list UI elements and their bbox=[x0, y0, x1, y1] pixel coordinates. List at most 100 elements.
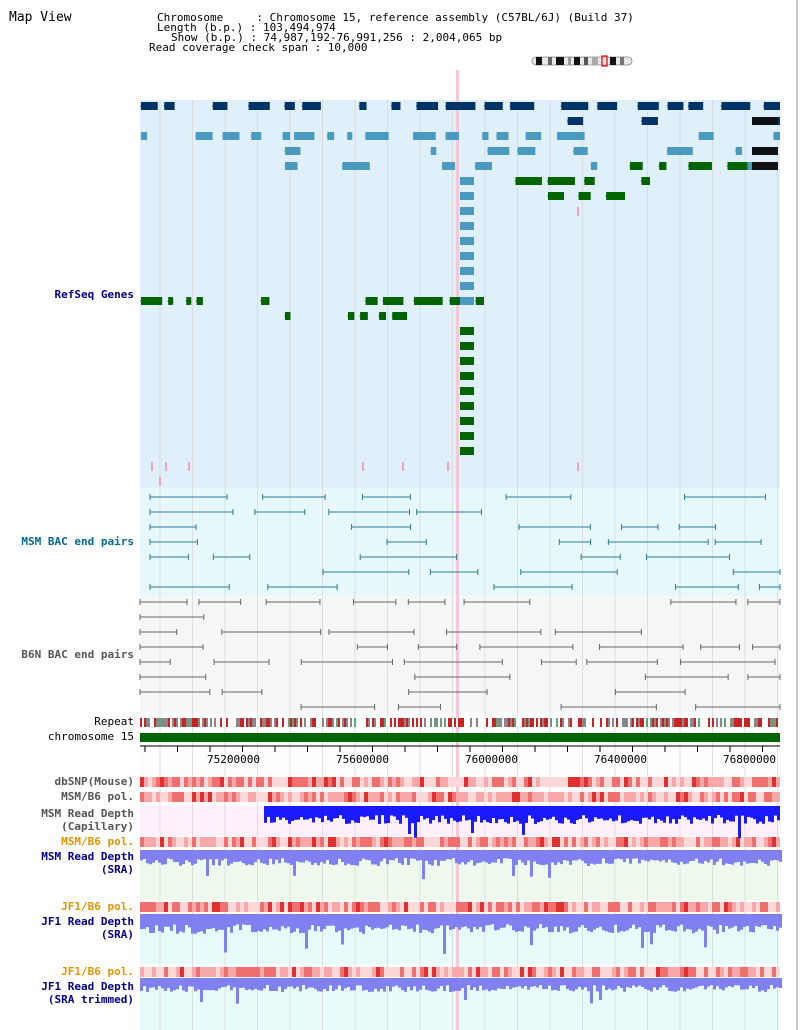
jf1-pol1-heat-cell bbox=[148, 902, 152, 912]
track-label-jf1-b6-pol-1[interactable]: JF1/B6 pol. bbox=[61, 900, 134, 913]
depth-bar bbox=[677, 850, 680, 865]
msm-pol1-heat-cell bbox=[220, 792, 224, 802]
track-label-b6n-bac[interactable]: B6N BAC end pairs bbox=[21, 648, 134, 661]
msm-pol1-heat-cell bbox=[516, 792, 520, 802]
dbsnp-heat-cell bbox=[460, 777, 464, 787]
show-range-line: Show (b.p.) : 74,987,192-76,991,256 : 2,… bbox=[171, 31, 503, 44]
repeat-block bbox=[260, 718, 262, 727]
jf1-pol2-heat-cell bbox=[252, 967, 256, 977]
depth-bar bbox=[503, 914, 506, 928]
depth-bar bbox=[170, 914, 173, 931]
depth-bar bbox=[588, 806, 591, 823]
depth-bar bbox=[227, 850, 230, 866]
depth-bar bbox=[341, 914, 344, 945]
jf1-pol2-heat-cell bbox=[260, 967, 264, 977]
depth-bar bbox=[554, 914, 557, 927]
track-label-jf1-depth-trimmed[interactable]: JF1 Read Depth bbox=[41, 980, 134, 993]
repeat-block bbox=[724, 718, 726, 727]
track-label-dbsnp[interactable]: dbSNP(Mouse) bbox=[54, 775, 134, 788]
depth-bar bbox=[359, 914, 362, 932]
track-label-msm-bac[interactable]: MSM BAC end pairs bbox=[21, 535, 134, 548]
msm-pol1-heat-cell bbox=[760, 792, 764, 802]
track-label-chromosome[interactable]: chromosome 15 bbox=[47, 730, 134, 743]
track-label-jf1-depth-sra[interactable]: JF1 Read Depth bbox=[41, 915, 134, 928]
jf1-pol1-heat-cell bbox=[184, 902, 188, 912]
track-label-refseq-genes[interactable]: RefSeq Genes bbox=[54, 288, 134, 301]
track-label-msm-depth-sra[interactable]: MSM Read Depth bbox=[41, 850, 134, 863]
msm-pol1-heat-cell bbox=[668, 792, 672, 802]
msm-pol2-heat-cell bbox=[164, 837, 168, 847]
depth-bar bbox=[338, 978, 341, 986]
depth-bar bbox=[581, 914, 584, 925]
jf1-pol2-heat-cell bbox=[668, 967, 672, 977]
gene-block bbox=[487, 147, 510, 155]
dbsnp-heat-cell bbox=[288, 777, 292, 787]
depth-bar bbox=[555, 806, 558, 821]
repeat-block bbox=[774, 718, 776, 727]
jf1-pol1-heat-cell bbox=[328, 902, 332, 912]
repeat-block bbox=[328, 718, 330, 727]
jf1-pol1-heat-cell bbox=[596, 902, 600, 912]
depth-bar bbox=[516, 806, 519, 821]
dbsnp-heat-cell bbox=[200, 777, 204, 787]
jf1-pol2-heat-cell bbox=[608, 967, 612, 977]
msm-pol1-heat-cell bbox=[208, 792, 212, 802]
depth-bar bbox=[470, 978, 473, 990]
repeat-block bbox=[310, 718, 312, 727]
refseq-track-bg bbox=[140, 100, 780, 488]
repeat-block bbox=[200, 718, 202, 727]
repeat-block bbox=[598, 718, 600, 727]
msm-pol1-heat-cell bbox=[336, 792, 340, 802]
gene-arrow bbox=[444, 132, 451, 140]
jf1-pol1-heat-cell bbox=[572, 902, 576, 912]
repeat-block bbox=[186, 718, 188, 727]
track-label-msm-b6-pol-1[interactable]: MSM/B6 pol. bbox=[61, 790, 134, 803]
depth-bar bbox=[363, 806, 366, 818]
jf1-pol2-heat-cell bbox=[660, 967, 664, 977]
msm-pol1-heat-cell bbox=[308, 792, 312, 802]
track-label-repeat[interactable]: Repeat bbox=[94, 715, 134, 728]
repeat-block bbox=[460, 718, 462, 727]
depth-bar bbox=[167, 850, 170, 859]
depth-bar bbox=[257, 850, 260, 860]
msm-pol2-heat-cell bbox=[332, 837, 336, 847]
repeat-block bbox=[156, 718, 158, 727]
dbsnp-heat-cell bbox=[472, 777, 476, 787]
track-label-msm-depth-capillary[interactable]: MSM Read Depth bbox=[41, 807, 134, 820]
depth-bar bbox=[621, 806, 624, 824]
repeat-block bbox=[444, 718, 446, 727]
jf1-pol1-heat-cell bbox=[704, 902, 708, 912]
track-label-msm-depth-capillary-sub: (Capillary) bbox=[61, 820, 134, 833]
msm-pol2-heat-cell bbox=[588, 837, 592, 847]
msm-pol2-heat-cell bbox=[376, 837, 380, 847]
depth-bar bbox=[654, 806, 657, 824]
msm-pol1-heat-cell bbox=[472, 792, 476, 802]
depth-bar bbox=[647, 978, 650, 991]
depth-bar bbox=[467, 850, 470, 863]
depth-bar bbox=[599, 978, 602, 1000]
repeat-block bbox=[604, 718, 606, 727]
depth-bar bbox=[317, 914, 320, 927]
depth-bar bbox=[248, 850, 251, 865]
jf1-pol1-heat-cell bbox=[736, 902, 740, 912]
chromosome-ideogram[interactable] bbox=[530, 52, 634, 67]
depth-bar bbox=[518, 914, 521, 932]
jf1-pol2-heat-cell bbox=[416, 967, 420, 977]
dbsnp-heat-cell bbox=[488, 777, 492, 787]
track-label-msm-b6-pol-2[interactable]: MSM/B6 pol. bbox=[61, 835, 134, 848]
dbsnp-heat-cell bbox=[756, 777, 760, 787]
jf1-pol2-heat-cell bbox=[352, 967, 356, 977]
msm-pol2-heat-cell bbox=[528, 837, 532, 847]
depth-bar bbox=[140, 914, 143, 930]
depth-bar bbox=[452, 914, 455, 929]
msm-pol1-heat-cell bbox=[164, 792, 168, 802]
jf1-pol1-heat-cell bbox=[444, 902, 448, 912]
dbsnp-heat-cell bbox=[744, 777, 748, 787]
depth-bar bbox=[405, 806, 408, 818]
track-label-jf1-b6-pol-2[interactable]: JF1/B6 pol. bbox=[61, 965, 134, 978]
msm-pol1-heat-cell bbox=[332, 792, 336, 802]
msm-pol2-heat-cell bbox=[532, 837, 536, 847]
repeat-block bbox=[202, 718, 204, 727]
repeat-block bbox=[452, 718, 454, 727]
